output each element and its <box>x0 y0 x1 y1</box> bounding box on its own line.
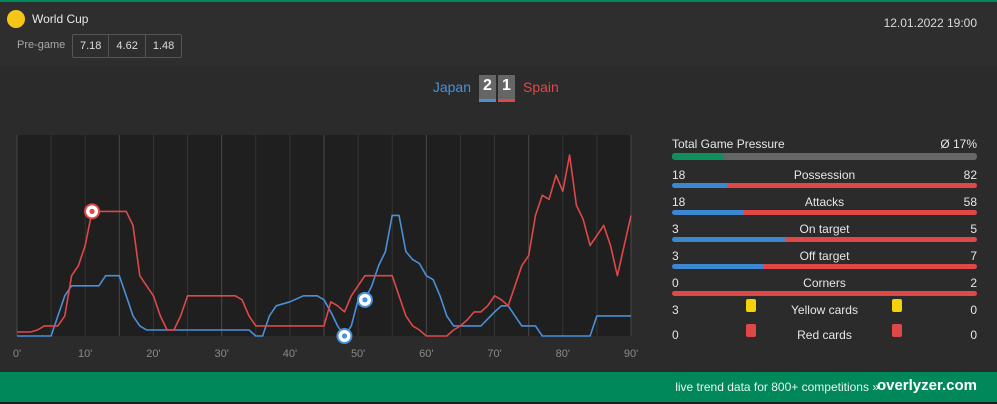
stat-bar-away <box>672 291 977 296</box>
red-cards-row: 0 Red cards 0 <box>672 324 977 348</box>
stat-home-value: 18 <box>672 195 686 209</box>
home-team-name: Japan <box>432 79 471 95</box>
pregame-odds: 7.18 4.62 1.48 <box>72 34 183 58</box>
bottom-line <box>0 402 997 404</box>
stat-bar-away <box>726 183 977 188</box>
goal-marker-icon[interactable] <box>356 291 373 308</box>
goal-marker-icon[interactable] <box>336 328 353 344</box>
odds-away[interactable]: 1.48 <box>152 40 175 52</box>
stat-away-value: 2 <box>970 276 977 290</box>
home-score: 2 <box>479 75 496 102</box>
stat-home-value: 3 <box>672 222 679 236</box>
x-tick-label: 0' <box>13 348 21 360</box>
stat-bar-away <box>786 237 977 242</box>
pressure-label: Total Game Pressure <box>672 137 785 151</box>
stat-row-off-target: 3 Off target 7 <box>672 249 977 269</box>
x-tick-label: 40' <box>283 348 297 360</box>
brand-link[interactable]: overlyzer.com <box>876 377 977 394</box>
home-red-count: 0 <box>672 328 679 342</box>
stat-bar-home <box>672 183 727 188</box>
pressure-bar <box>672 153 977 160</box>
x-tick-label: 70' <box>487 348 501 360</box>
stat-label: Attacks <box>804 195 845 209</box>
odds-draw[interactable]: 4.62 <box>109 35 146 57</box>
match-datetime: 12.01.2022 19:00 <box>883 16 977 30</box>
stat-label: On target <box>799 222 850 236</box>
odds-home[interactable]: 7.18 <box>73 35 110 57</box>
stat-away-value: 82 <box>963 168 977 182</box>
yellow-cards-row: 3 Yellow cards 0 <box>672 299 977 323</box>
stat-row-attacks: 18 Attacks 58 <box>672 195 977 215</box>
pressure-row: Total Game Pressure Ø 17% <box>672 137 977 160</box>
accent-top-line <box>0 0 997 2</box>
stat-away-value: 5 <box>970 222 977 236</box>
stat-bar-home <box>672 237 787 242</box>
x-tick-label: 20' <box>146 348 160 360</box>
series-line-japan <box>17 214 631 337</box>
stat-away-value: 58 <box>963 195 977 209</box>
stat-bar-home <box>672 264 764 269</box>
stat-row-possession: 18 Possession 82 <box>672 168 977 188</box>
home-yellow-count: 3 <box>672 303 679 317</box>
yellow-card-icon <box>892 299 902 312</box>
stat-bar <box>672 291 977 296</box>
stat-row-on-target: 3 On target 5 <box>672 222 977 242</box>
match-header: World Cup 12.01.2022 19:00 Pre-game 7.18… <box>0 2 997 66</box>
stat-label: Corners <box>803 276 846 290</box>
ball-icon-center <box>89 208 95 214</box>
stat-bar-away <box>744 210 977 215</box>
stat-away-value: 7 <box>970 249 977 263</box>
yellow-card-icon <box>746 299 756 312</box>
stat-bar <box>672 237 977 242</box>
x-tick-label: 10' <box>78 348 92 360</box>
yellow-cards-label: Yellow cards <box>791 303 858 317</box>
red-cards-label: Red cards <box>797 328 852 342</box>
away-team-name: Spain <box>523 79 559 95</box>
x-tick-label: 30' <box>214 348 228 360</box>
scoreline: Japan 2 1 Spain <box>0 74 997 102</box>
x-tick-label: 50' <box>351 348 365 360</box>
x-tick-label: 90' <box>624 348 638 360</box>
stat-bar-home <box>672 210 745 215</box>
away-red-count: 0 <box>970 328 977 342</box>
stat-home-value: 0 <box>672 276 679 290</box>
away-score: 1 <box>498 75 515 102</box>
series-line-spain <box>17 154 632 337</box>
pressure-value: Ø 17% <box>940 137 977 151</box>
stat-label: Possession <box>793 168 856 182</box>
red-card-icon <box>746 324 756 337</box>
pressure-chart: 0' 10' 20' 30' 40' 50' 60' 70' 80' 90' <box>10 132 650 364</box>
pregame-label: Pre-game <box>17 39 66 51</box>
trophy-icon <box>7 10 25 28</box>
stat-home-value: 18 <box>672 168 686 182</box>
away-yellow-count: 0 <box>970 303 977 317</box>
stat-bar-away <box>763 264 977 269</box>
goal-marker-icon[interactable] <box>84 203 101 220</box>
stat-label: Off target <box>799 249 850 263</box>
stat-row-corners: 0 Corners 2 <box>672 276 977 296</box>
stat-home-value: 3 <box>672 249 679 263</box>
footer-tagline[interactable]: live trend data for 800+ competitions » <box>675 380 879 394</box>
x-tick-label: 80' <box>556 348 570 360</box>
stat-bar <box>672 183 977 188</box>
pressure-fill <box>672 153 724 160</box>
ball-icon-center <box>341 333 348 339</box>
stat-bar <box>672 264 977 269</box>
footer-bar: live trend data for 800+ competitions » … <box>0 372 997 402</box>
stat-bar <box>672 210 977 215</box>
ball-icon-center <box>362 297 368 303</box>
competition-name: World Cup <box>32 12 89 26</box>
red-card-icon <box>892 324 902 337</box>
x-tick-label: 60' <box>419 348 433 360</box>
